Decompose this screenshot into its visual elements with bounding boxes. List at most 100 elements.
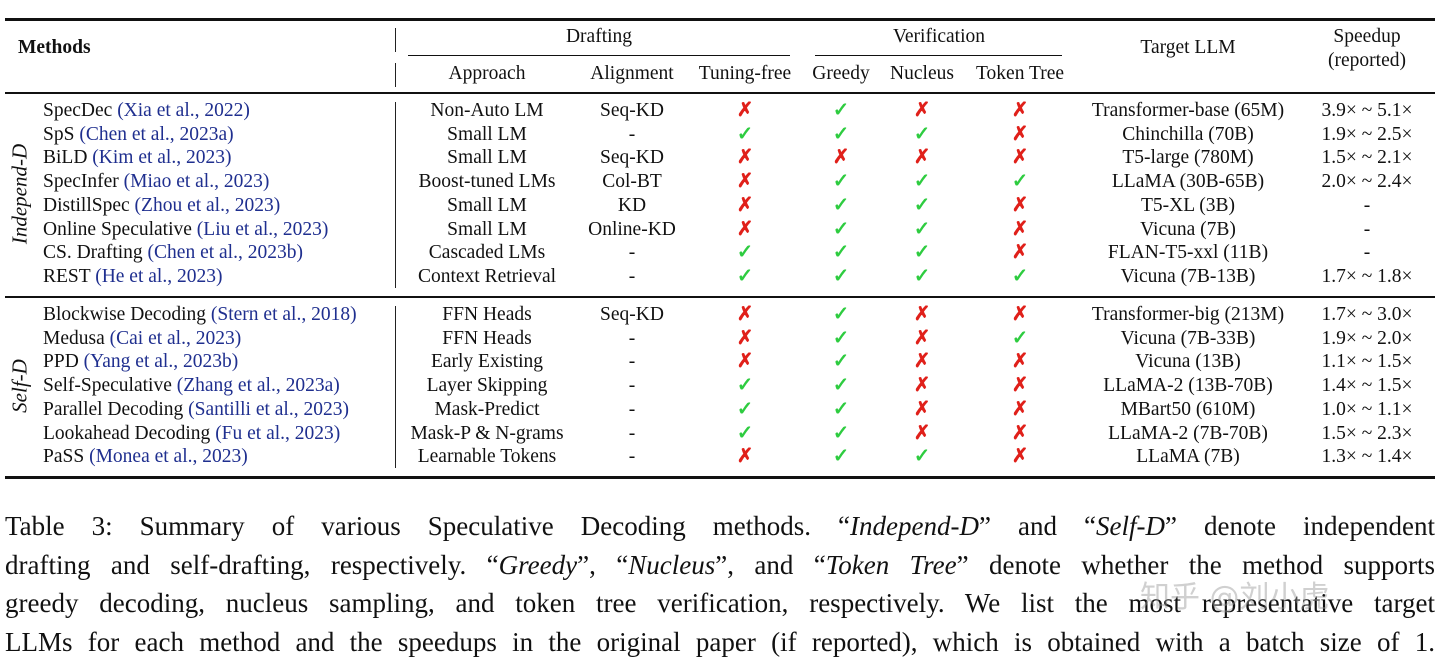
citation-link[interactable]: (Yang et al., 2023b) [83,351,239,373]
method-name: SpS (Chen et al., 2023a) [43,123,234,147]
method-label: PaSS [43,446,90,468]
citation-link[interactable]: (Santilli et al., 2023) [188,398,349,420]
check-icon: ✓ [832,218,850,240]
caption-term: Self-D [1096,511,1166,541]
citation-link[interactable]: (Fu et al., 2023) [215,422,341,444]
cross-icon: ✗ [736,327,754,349]
check-icon: ✓ [832,194,850,216]
header-target-llm: Target LLM [1140,37,1236,58]
check-icon: ✓ [913,265,931,287]
caption-text: ”, “ [577,549,629,580]
cross-icon: ✗ [1011,242,1029,264]
citation-link[interactable]: (Chen et al., 2023a) [79,123,234,145]
target-llm-cell: Transformer-big (213M) [1091,304,1285,325]
group-rule [5,296,1435,298]
group-label: Self-D [7,359,32,413]
check-icon: ✓ [913,446,931,468]
speedup-cell: 1.9× ~ 2.0× [1321,327,1413,349]
target-llm-cell: MBart50 (610M) [1120,398,1256,420]
method-name: PaSS (Monea et al., 2023) [43,445,248,469]
alignment-cell: Seq-KD [600,100,664,121]
check-icon: ✓ [832,123,850,145]
citation-link[interactable]: (Zhou et al., 2023) [134,194,281,216]
citation-link[interactable]: (Monea et al., 2023) [89,446,248,468]
method-label: SpS [43,123,80,145]
target-llm-cell: Vicuna (13B) [1135,351,1241,373]
speedup-cell: 3.9× ~ 5.1× [1321,100,1413,121]
header-methods: Methods [18,37,91,58]
caption-line: Table 3: Summary of various Speculative … [5,507,1435,545]
header-drafting: Drafting [565,26,633,47]
citation-link[interactable]: (Chen et al., 2023b) [147,242,303,264]
cross-icon: ✗ [736,171,754,193]
speedup-cell: 1.5× ~ 2.3× [1321,422,1413,444]
watermark: 知乎 @刘小虎 [1140,580,1330,615]
check-icon: ✓ [832,100,850,121]
citation-link[interactable]: (Liu et al., 2023) [196,218,329,240]
speedup-cell: 1.3× ~ 1.4× [1321,446,1413,468]
method-label: Blockwise Decoding [43,304,211,325]
cross-icon: ✗ [736,351,754,373]
method-name: CS. Drafting (Chen et al., 2023b) [43,241,303,265]
header-speedup: Speedup [1333,26,1401,47]
alignment-cell: - [628,351,636,373]
alignment-cell: Seq-KD [600,304,664,325]
approach-cell: Cascaded LMs [428,242,546,264]
check-icon: ✓ [832,351,850,373]
cross-icon: ✗ [1011,194,1029,216]
verification-cmidrule [815,55,1062,57]
approach-cell: Early Existing [430,351,544,373]
check-icon: ✓ [736,422,754,444]
alignment-cell: - [628,327,636,349]
approach-cell: Small LM [447,194,527,216]
method-label: Medusa [43,327,110,349]
caption-text: ” denote independent [1165,511,1436,541]
target-llm-cell: Vicuna (7B-13B) [1120,265,1256,287]
caption-text: drafting and self-drafting, respectively… [5,549,499,580]
citation-link[interactable]: (He et al., 2023) [95,265,223,287]
method-name: Parallel Decoding (Santilli et al., 2023… [43,398,349,422]
cross-icon: ✗ [736,218,754,240]
cross-icon: ✗ [736,446,754,468]
cross-icon: ✗ [913,147,931,169]
approach-cell: Layer Skipping [426,375,548,397]
cross-icon: ✗ [1011,100,1029,121]
citation-link[interactable]: (Cai et al., 2023) [109,327,242,349]
approach-cell: Boost-tuned LMs [418,171,556,193]
approach-cell: Small LM [447,147,527,169]
check-icon: ✓ [913,194,931,216]
check-icon: ✓ [736,242,754,264]
check-icon: ✓ [832,304,850,325]
approach-cell: Mask-P & N-grams [410,422,564,444]
target-llm-cell: T5-XL (3B) [1140,194,1236,216]
cross-icon: ✗ [913,304,931,325]
caption-term: Nucleus [628,549,716,580]
check-icon: ✓ [1011,327,1029,349]
check-icon: ✓ [832,375,850,397]
check-icon: ✓ [832,398,850,420]
cross-icon: ✗ [736,147,754,169]
approach-cell: Small LM [447,123,527,145]
check-icon: ✓ [832,242,850,264]
approach-cell: FFN Heads [442,327,532,349]
caption-term: Independ-D [850,511,979,541]
method-label: Lookahead Decoding [43,422,216,444]
cross-icon: ✗ [1011,351,1029,373]
check-icon: ✓ [913,171,931,193]
speedup-cell: 1.5× ~ 2.1× [1321,147,1413,169]
citation-link[interactable]: (Kim et al., 2023) [92,147,232,169]
header-speedup-reported: (reported) [1328,50,1406,71]
citation-link[interactable]: (Stern et al., 2018) [210,304,357,325]
target-llm-cell: Vicuna (7B) [1140,218,1236,240]
top-rule [5,18,1435,21]
caption-text: ”, and “ [715,549,826,580]
method-name: PPD (Yang et al., 2023b) [43,350,238,374]
method-name: BiLD (Kim et al., 2023) [43,146,231,170]
citation-link[interactable]: (Miao et al., 2023) [123,171,270,193]
citation-link[interactable]: (Xia et al., 2022) [117,100,250,121]
method-name: Online Speculative (Liu et al., 2023) [43,218,328,242]
approach-cell: Learnable Tokens [417,446,557,468]
caption-line: greedy decoding, nucleus sampling, and t… [5,584,1435,622]
citation-link[interactable]: (Zhang et al., 2023a) [176,375,340,397]
check-icon: ✓ [913,242,931,264]
